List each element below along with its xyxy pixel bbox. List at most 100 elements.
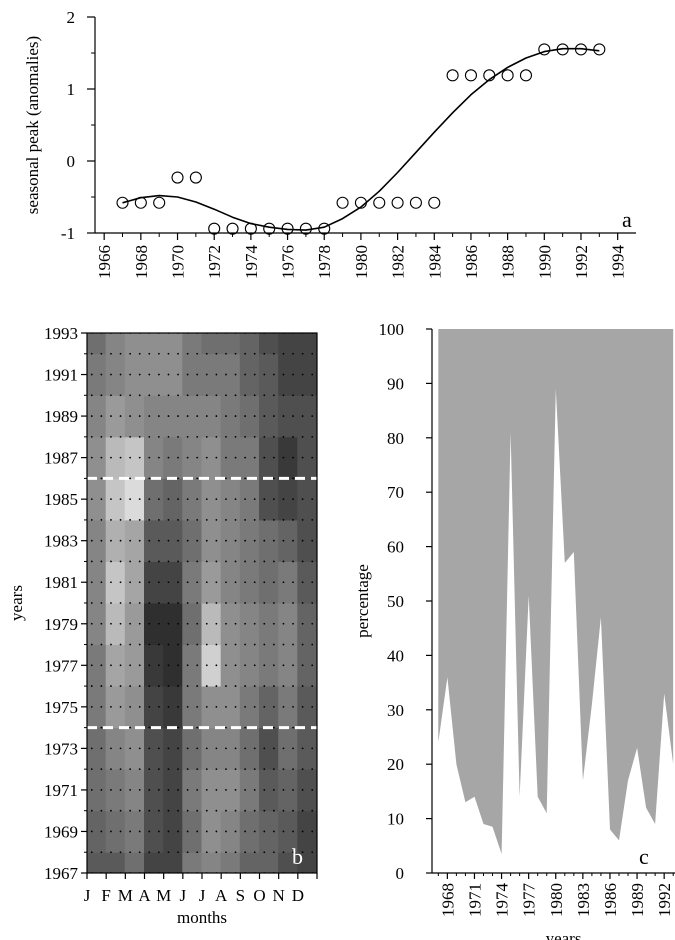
panel-b-grid-dot <box>215 435 218 438</box>
panel-b-grid-dot <box>263 394 266 397</box>
panel-b-heatmap-cell <box>201 602 222 645</box>
panel-b-heatmap-cell <box>259 851 280 873</box>
panel-b-grid-dot <box>234 415 237 417</box>
panel-b-grid-dot <box>148 768 151 771</box>
panel-b-grid-dot <box>282 747 285 750</box>
panel-b-grid-dot <box>138 498 141 501</box>
panel-b-grid-dot <box>119 352 122 355</box>
panel-b-grid-dot <box>148 830 151 833</box>
panel-b-heatmap-cell <box>259 602 280 645</box>
panel-b-grid-dot <box>215 498 218 501</box>
panel-a-data-point <box>299 222 312 235</box>
panel-b-heatmap-cell <box>201 353 222 396</box>
panel-b-heatmap-cell <box>87 851 107 873</box>
panel-b-heatmap-cell <box>163 644 184 687</box>
panel-b-grid-dot <box>272 519 275 521</box>
panel-a-x-tick-label: 1966 <box>95 245 114 279</box>
panel-b-grid-dot <box>301 830 304 833</box>
panel-b-grid-dot <box>244 477 247 480</box>
panel-b-grid-dot <box>263 789 266 791</box>
panel-a-data-point <box>483 69 496 82</box>
panel-b-x-tick-label: J <box>84 886 91 905</box>
panel-b-grid-dot <box>225 747 227 750</box>
panel-b-grid-dot <box>301 685 304 687</box>
panel-b-grid-dot <box>110 394 112 397</box>
panel-b-grid-dot <box>186 373 189 376</box>
panel-b-grid-dot <box>311 373 314 376</box>
panel-b-grid-dot <box>272 768 275 771</box>
panel-b-grid-dot <box>196 809 199 812</box>
panel-b-heatmap-cell <box>278 851 299 873</box>
panel-b-grid-dot <box>100 685 103 687</box>
panel-b-grid-dot <box>311 851 314 854</box>
panel-b-grid-dot <box>234 768 237 771</box>
panel-a-y-tick-label: 1 <box>67 80 76 99</box>
panel-b-heatmap-cell <box>239 768 260 812</box>
panel-b-grid-dot <box>215 581 218 584</box>
panel-b-grid-dot <box>177 456 179 459</box>
panel-b-grid-dot <box>196 581 199 584</box>
panel-b-heatmap-cell <box>124 477 145 521</box>
panel-b-heatmap-cell <box>297 727 317 770</box>
panel-a-data-point <box>244 222 257 235</box>
panel-b-heatmap-cell <box>278 519 299 562</box>
panel-b-heatmap-cell <box>87 333 107 355</box>
panel-b-grid-dot <box>205 415 208 417</box>
panel-b-grid-dot <box>100 435 103 438</box>
panel-b-grid-dot <box>90 581 93 584</box>
panel-b-grid-dot <box>282 373 285 376</box>
panel-b-heatmap-cell <box>201 561 222 604</box>
panel-b-heatmap-cell <box>297 333 317 355</box>
panel-b-grid-dot <box>119 705 122 708</box>
panel-b-grid-dot <box>215 352 218 355</box>
panel-b-grid-dot <box>215 622 218 625</box>
panel-b-grid-dot <box>272 685 275 687</box>
panel-b-grid-dot <box>186 685 189 687</box>
panel-b-grid-dot <box>215 747 218 750</box>
panel-b-grid-dot <box>292 498 294 501</box>
panel-b-heatmap-cell <box>220 727 241 770</box>
panel-b-grid-dot <box>186 560 189 563</box>
panel-b-grid-dot <box>119 394 122 397</box>
panel-b-grid-dot <box>282 456 285 459</box>
panel-b-grid-dot <box>138 394 141 397</box>
panel-b-grid-dot <box>263 664 266 667</box>
panel-b-heatmap-cell <box>87 519 107 562</box>
panel-b-heatmap-cell <box>259 561 280 604</box>
panel-b-heatmap-cell <box>297 644 317 687</box>
panel-a-data-point <box>556 43 569 56</box>
panel-b-heatmap-cell <box>182 436 203 479</box>
panel-b-heatmap-cell <box>105 644 126 687</box>
panel-b-grid-dot <box>253 664 256 667</box>
panel-c-y-tick-label: 80 <box>387 429 404 448</box>
panel-b-grid-dot <box>292 851 294 854</box>
panel-b-grid-dot <box>282 622 285 625</box>
panel-b-grid-dot <box>119 643 122 646</box>
panel-a-data-point <box>318 222 331 235</box>
panel-b-grid-dot <box>196 789 199 791</box>
panel-b-y-tick-label: 1967 <box>44 864 79 883</box>
panel-b-grid-dot <box>129 643 132 646</box>
panel-b-grid-dot <box>311 352 314 355</box>
panel-b-grid-dot <box>90 664 93 667</box>
panel-b-heatmap-cell <box>182 353 203 396</box>
panel-b-grid-dot <box>282 705 285 708</box>
panel-b-grid-dot <box>225 373 227 376</box>
panel-b-grid-dot <box>225 622 227 625</box>
panel-b-heatmap-cell <box>220 561 241 604</box>
panel-b-grid-dot <box>100 539 103 542</box>
panel-b-y-tick-label: 1987 <box>44 449 79 468</box>
panel-b-grid-dot <box>110 581 112 584</box>
panel-b-grid-dot <box>234 705 237 708</box>
panel-c-y-tick-label: 30 <box>387 701 404 720</box>
panel-b-heatmap-cell <box>278 644 299 687</box>
panel-b-grid-dot <box>205 747 208 750</box>
panel-c-y-tick-label: 70 <box>387 483 404 502</box>
panel-b-heatmap-cell <box>220 477 241 521</box>
panel-b-grid-dot <box>129 768 132 771</box>
panel-b-grid-dot <box>119 560 122 563</box>
panel-b-grid-dot <box>167 373 170 376</box>
panel-b-grid-dot <box>244 539 247 542</box>
panel-b-heatmap-cell <box>182 644 203 687</box>
panel-b-grid-dot <box>282 789 285 791</box>
